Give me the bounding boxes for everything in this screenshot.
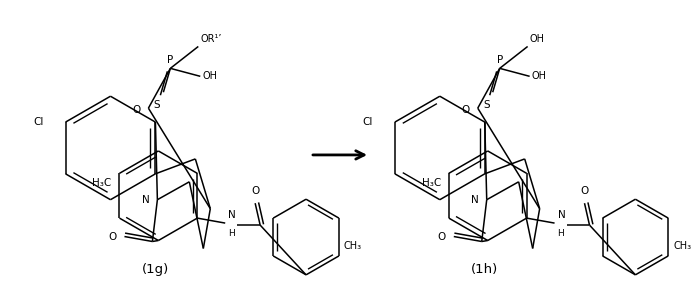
Text: OH: OH (532, 71, 547, 81)
Text: OR¹’: OR¹’ (200, 35, 222, 44)
Text: N: N (471, 195, 479, 205)
Text: N: N (558, 210, 565, 220)
Text: CH₃: CH₃ (674, 241, 691, 251)
Text: (1h): (1h) (471, 263, 498, 276)
Text: N: N (142, 195, 149, 205)
Text: O: O (132, 105, 140, 115)
Text: H: H (228, 229, 235, 238)
Text: O: O (251, 186, 259, 196)
Text: S: S (154, 100, 161, 110)
Text: O: O (580, 186, 588, 196)
Text: O: O (438, 232, 446, 242)
Text: H₃C: H₃C (92, 178, 112, 188)
Text: OH: OH (530, 35, 544, 44)
Text: H₃C: H₃C (422, 178, 441, 188)
Text: Cl: Cl (34, 117, 43, 127)
Text: CH₃: CH₃ (344, 241, 362, 251)
Text: O: O (108, 232, 117, 242)
Text: P: P (496, 55, 503, 65)
Text: OH: OH (202, 71, 217, 81)
Text: S: S (483, 100, 490, 110)
Text: P: P (168, 55, 174, 65)
Text: Cl: Cl (362, 117, 373, 127)
Text: N: N (228, 210, 236, 220)
Text: (1g): (1g) (142, 263, 169, 276)
Text: H: H (558, 229, 564, 238)
Text: O: O (461, 105, 470, 115)
